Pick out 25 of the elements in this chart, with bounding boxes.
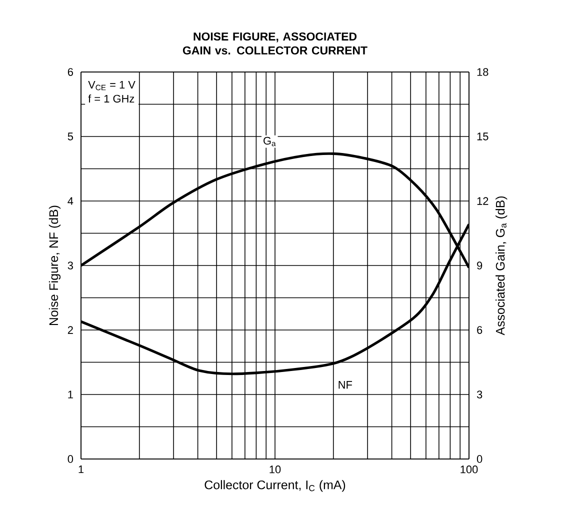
y-tick-label: 3 — [68, 262, 73, 270]
annotation: f = 1 GHz — [88, 94, 134, 103]
y-tick-label: 4 — [68, 197, 74, 205]
y-tick-label: 0 — [68, 455, 74, 463]
annotation: V$_{CE}$ = 1 V — [88, 81, 136, 90]
y2-axis-title: Associated Gain, G$_{a}$ (dB) — [496, 196, 508, 336]
y2-tick-label: 6 — [477, 326, 482, 334]
y-tick-label: 1 — [68, 390, 73, 398]
y-tick-label: 5 — [68, 132, 74, 140]
y2-tick-label: 0 — [476, 455, 482, 463]
chart-title: NOISE FIGURE, ASSOCIATED GAIN vs. COLLECTOR CURRENT — [182, 32, 368, 54]
y-tick-label: 2 — [68, 326, 73, 334]
x-axis-title: Collector Current, I$_{C}$ (mA) — [204, 480, 346, 492]
series-label: G$_{a}$ — [264, 136, 276, 146]
y-axis-title: Noise Figure, NF (dB) — [48, 206, 61, 326]
y2-tick-label: 15 — [477, 132, 488, 140]
series-label: NF — [338, 381, 352, 389]
y2-tick-label: 9 — [477, 262, 482, 270]
y2-tick-label: 12 — [477, 197, 488, 205]
x-tick-label: 10 — [270, 466, 281, 474]
x-tick-label: 100 — [460, 466, 478, 474]
x-tick-label: 1 — [78, 466, 84, 474]
y2-tick-label: 3 — [476, 390, 482, 398]
y-tick-label: 6 — [68, 68, 73, 76]
y2-tick-label: 18 — [477, 68, 488, 76]
